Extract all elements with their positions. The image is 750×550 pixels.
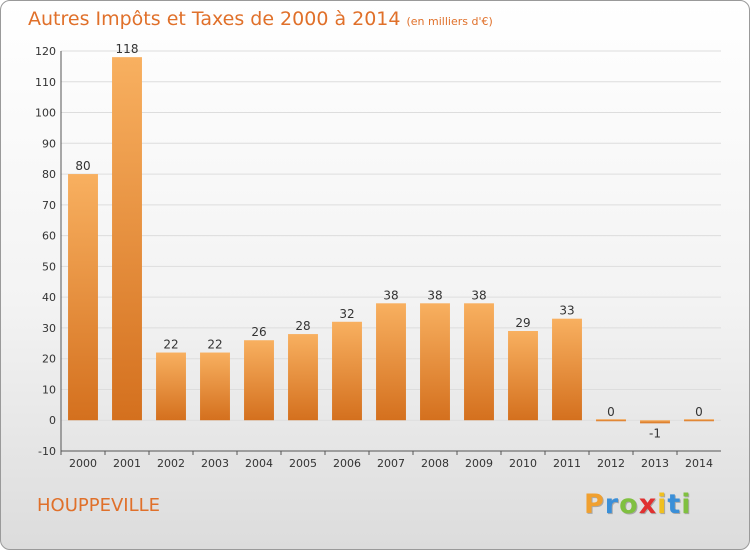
logo-letter: x (638, 489, 658, 520)
x-tick-label: 2001 (113, 457, 141, 470)
data-label: 80 (75, 159, 90, 173)
y-tick-label: 60 (42, 230, 56, 243)
y-tick-label: 80 (42, 168, 56, 181)
logo-letter: P (584, 489, 605, 520)
y-tick-label: 120 (35, 45, 56, 58)
bar (112, 57, 142, 421)
logo-letter: i (681, 489, 692, 520)
bar (68, 174, 98, 421)
x-tick-label: 2008 (421, 457, 449, 470)
x-tick-label: 2000 (69, 457, 97, 470)
bar (200, 352, 230, 421)
data-label: 28 (295, 319, 310, 333)
commune-name: HOUPPEVILLE (37, 495, 161, 516)
x-tick-label: 2013 (641, 457, 669, 470)
chart-title-text: Autres Impôts et Taxes de 2000 à 2014 (28, 8, 401, 30)
x-tick-label: 2014 (685, 457, 713, 470)
y-tick-label: 30 (42, 322, 56, 335)
x-tick-label: 2007 (377, 457, 405, 470)
bar (596, 419, 626, 422)
y-tick-label: 110 (35, 76, 56, 89)
x-tick-label: 2006 (333, 457, 361, 470)
x-tick-label: 2003 (201, 457, 229, 470)
bar (508, 331, 538, 421)
data-label: 38 (383, 288, 398, 302)
y-tick-label: 0 (49, 414, 56, 427)
data-label: 32 (339, 307, 354, 321)
logo-letter: i (657, 489, 668, 520)
bar (552, 318, 582, 421)
data-label: -1 (649, 426, 661, 440)
logo-letter: o (619, 489, 639, 520)
data-label: 29 (515, 316, 530, 330)
y-tick-label: 10 (42, 383, 56, 396)
bar (464, 303, 494, 421)
logo-letter: t (667, 489, 682, 520)
x-tick-label: 2012 (597, 457, 625, 470)
x-tick-label: 2004 (245, 457, 273, 470)
data-label: 22 (163, 338, 178, 352)
bar (288, 334, 318, 421)
y-tick-label: -10 (38, 445, 56, 458)
data-label: 38 (427, 288, 442, 302)
chart-title: Autres Impôts et Taxes de 2000 à 2014 (en… (28, 8, 493, 30)
bar (684, 419, 714, 422)
proxiti-logo: Proxiti (584, 489, 692, 520)
data-label: 118 (116, 42, 139, 56)
bar (640, 420, 670, 424)
bar (156, 352, 186, 421)
y-tick-label: 100 (35, 107, 56, 120)
bar (376, 303, 406, 421)
y-tick-label: 50 (42, 260, 56, 273)
y-tick-label: 70 (42, 199, 56, 212)
data-label: 26 (251, 325, 266, 339)
data-label: 33 (559, 304, 574, 318)
data-label: 38 (471, 288, 486, 302)
x-tick-label: 2005 (289, 457, 317, 470)
x-tick-label: 2011 (553, 457, 581, 470)
chart-unit: (en milliers d'€) (406, 15, 493, 28)
logo-letter: r (604, 489, 620, 520)
y-tick-label: 20 (42, 353, 56, 366)
x-tick-label: 2010 (509, 457, 537, 470)
bar (332, 321, 362, 421)
y-tick-label: 90 (42, 137, 56, 150)
data-label: 22 (207, 338, 222, 352)
y-tick-label: 40 (42, 291, 56, 304)
data-label: 0 (695, 405, 703, 419)
bar (244, 340, 274, 421)
bar (420, 303, 450, 421)
data-label: 0 (607, 405, 615, 419)
x-tick-label: 2009 (465, 457, 493, 470)
x-tick-label: 2002 (157, 457, 185, 470)
